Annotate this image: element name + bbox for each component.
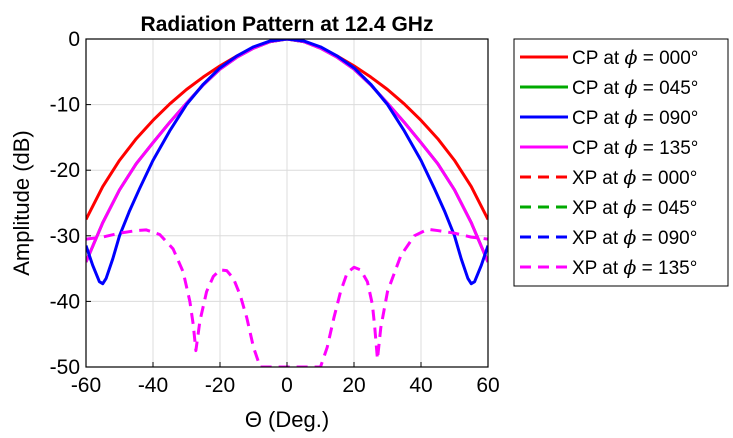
x-tick-label: 20 [342,374,365,397]
axis-ticks: -60 -40 -20 0 20 40 60 0 -10 -20 -30 -40 -50 [50,28,500,397]
legend-entry: XP at ϕ = 045° [572,197,697,219]
series-line-cp-000 [86,39,488,221]
legend-entry: XP at ϕ = 135° [572,257,697,279]
y-tick-label: -50 [50,356,80,379]
legend-entry: CP at ϕ = 090° [572,107,698,129]
series-line-cp-135 [86,39,488,263]
y-tick-label: -40 [50,290,80,313]
chart-title: Radiation Pattern at 12.4 GHz [141,13,434,36]
x-tick-label: -20 [205,374,235,397]
legend-entry: CP at ϕ = 045° [572,77,698,99]
x-tick-label: 60 [476,374,499,397]
x-tick-label: 0 [281,374,293,397]
y-tick-label: -10 [50,94,80,117]
x-tick-label: -40 [138,374,168,397]
series-line-cp-090 [86,39,488,286]
y-axis-label: Amplitude (dB) [9,130,34,276]
y-tick-label: -30 [50,225,80,248]
legend-entry: XP at ϕ = 090° [572,227,697,249]
y-tick-label: -20 [50,159,80,182]
x-tick-label: 40 [409,374,432,397]
legend-entry: CP at ϕ = 000° [572,47,698,69]
x-axis-label: Θ (Deg.) [245,407,329,432]
series-line-xp-135 [86,227,488,367]
x-tick-label: -60 [71,374,101,397]
y-tick-label: 0 [68,28,80,51]
legend-entry: CP at ϕ = 135° [572,137,698,159]
legend-box [513,38,729,287]
legend: CP at ϕ = 000° CP at ϕ = 045° CP at ϕ = 09… [513,38,729,287]
legend-entry: XP at ϕ = 000° [572,167,697,189]
plot-series [86,39,488,367]
